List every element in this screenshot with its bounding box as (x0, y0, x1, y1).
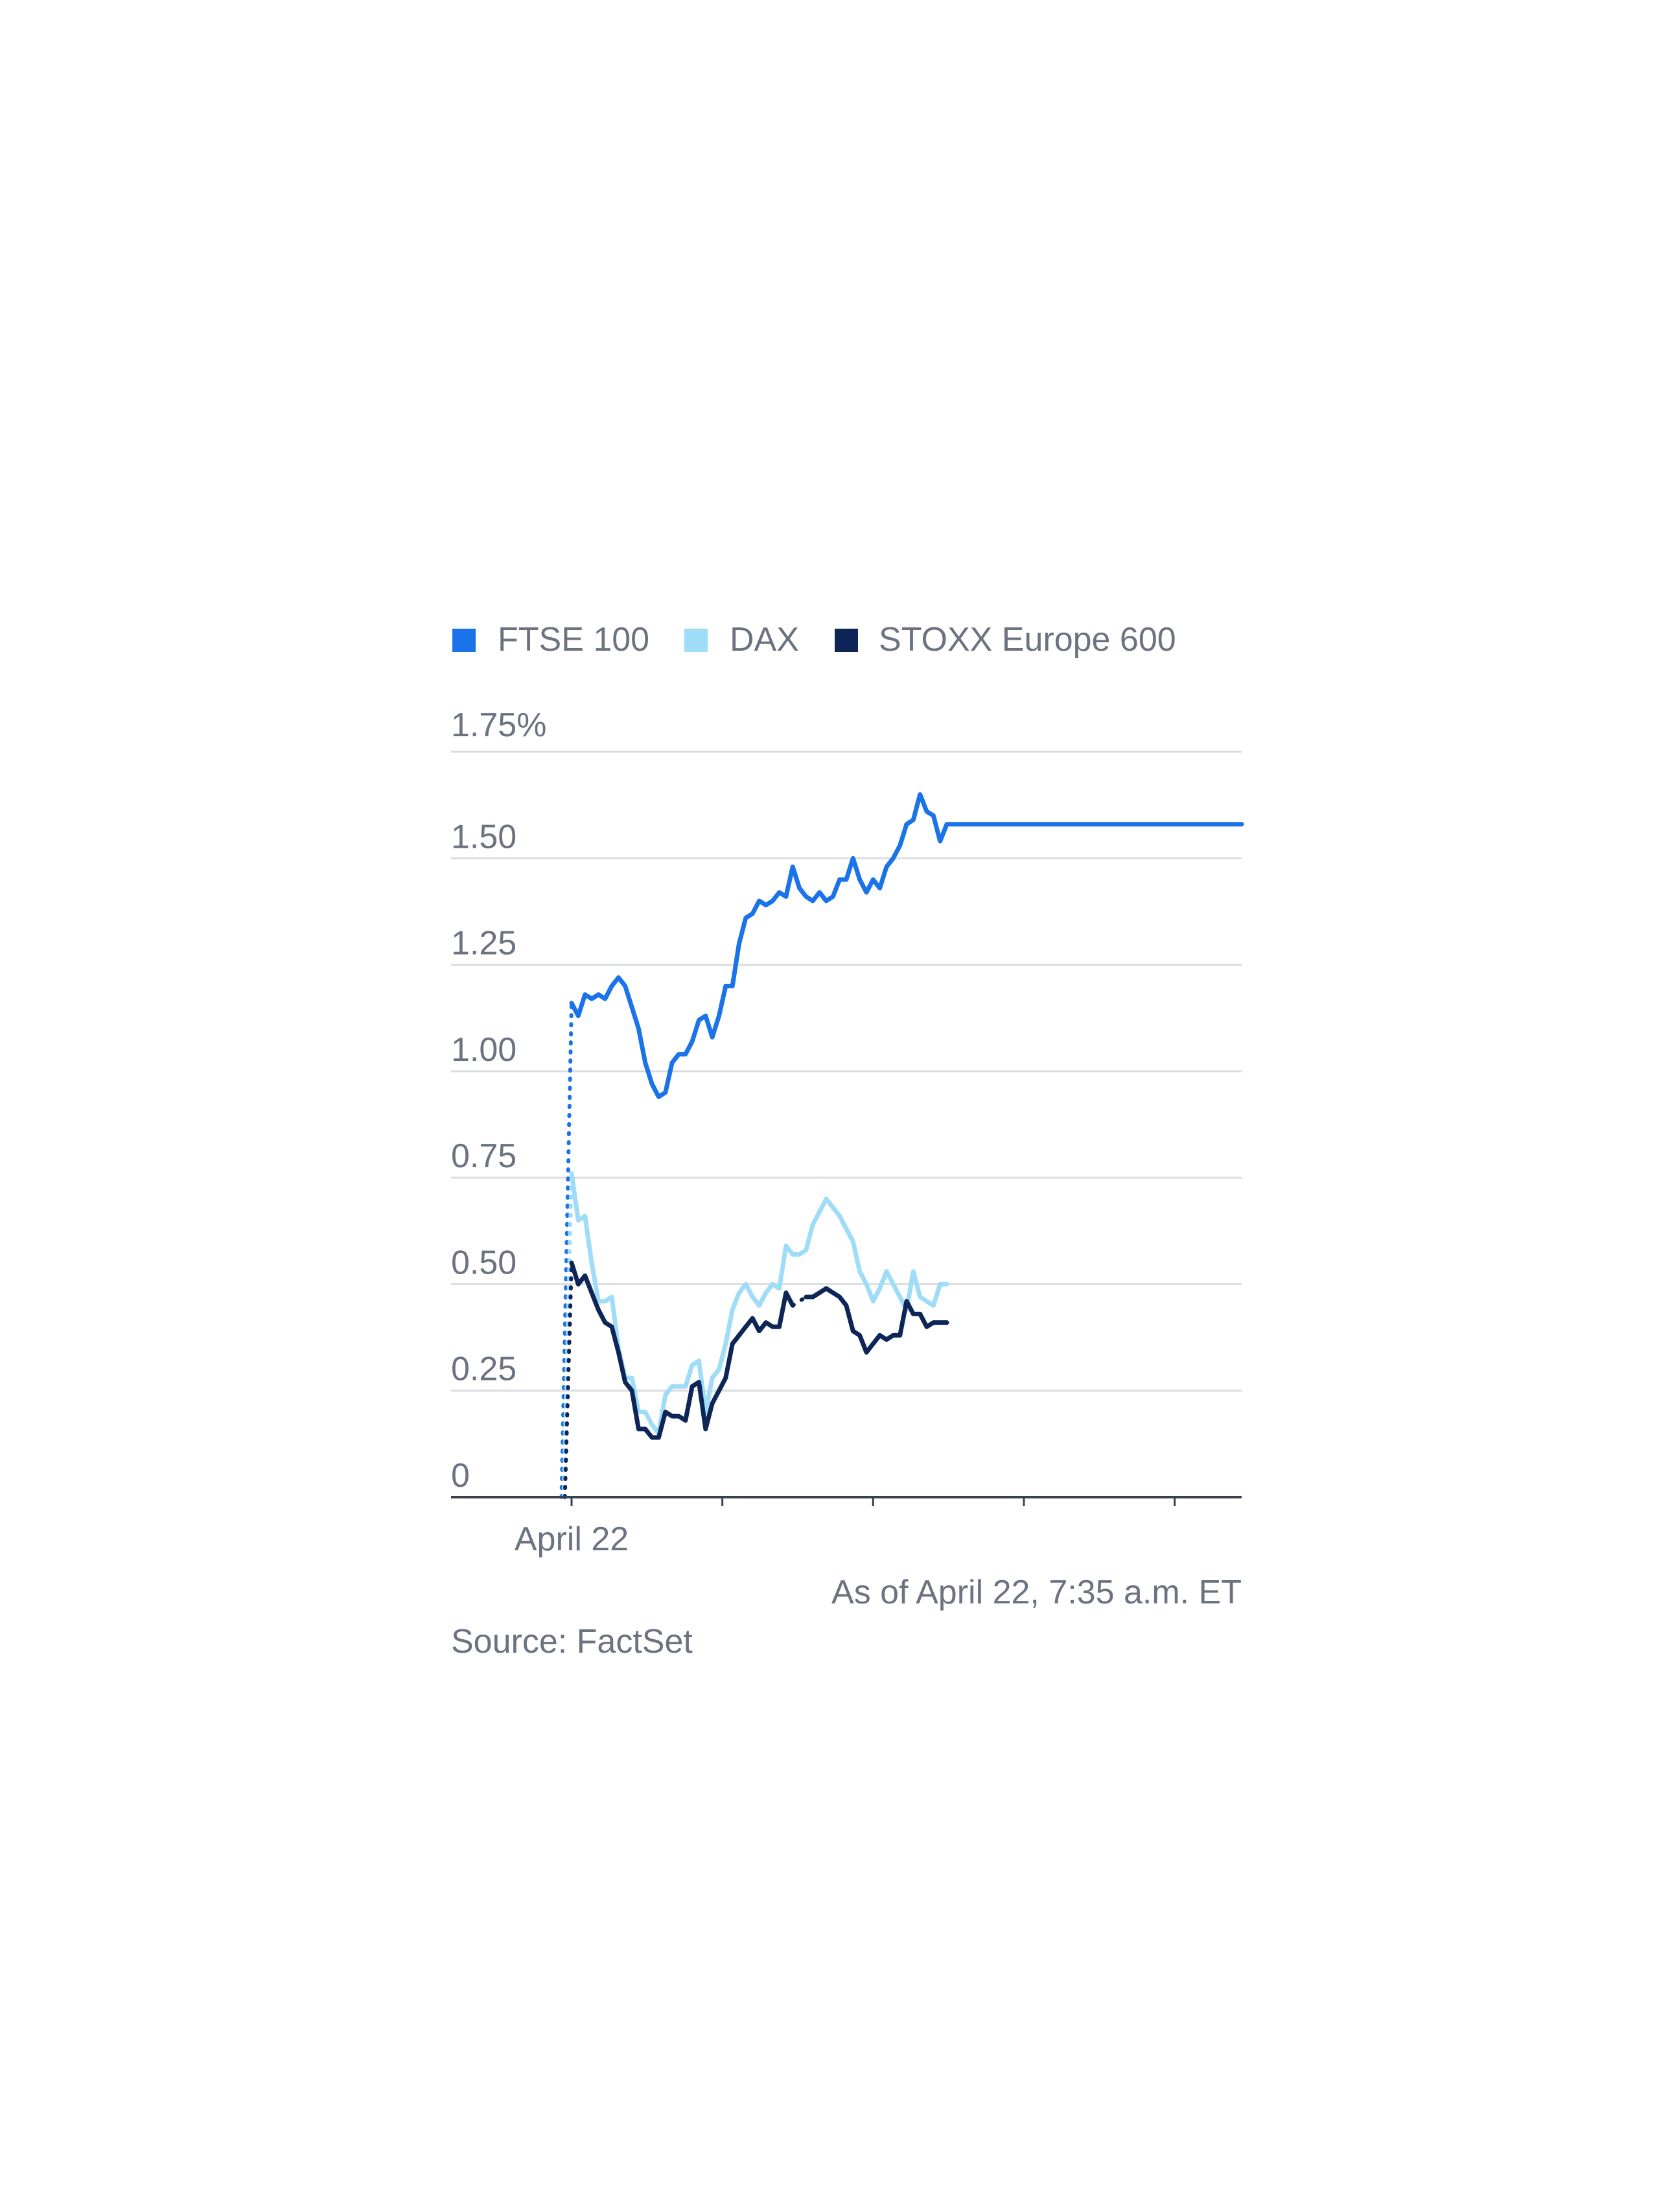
legend-swatch-stoxx-europe-600 (835, 629, 858, 652)
x-tick-label-april-22: April 22 (515, 1520, 629, 1558)
y-tick-label-top: 1.75% (451, 706, 546, 744)
y-tick-label: 1.25 (451, 925, 516, 962)
y-tick-labels: 0 0.25 0.50 0.75 1.00 1.25 1.50 (451, 818, 516, 1495)
y-tick-label: 0 (451, 1457, 470, 1495)
legend-swatch-dax (684, 629, 708, 652)
series-line-stoxx-europe-600 (804, 1286, 949, 1355)
legend: FTSE 100 DAX STOXX Europe 600 (452, 621, 1176, 658)
x-ticks (570, 1497, 1176, 1506)
series-lines (559, 792, 1244, 1499)
series-line-dax (569, 1171, 949, 1436)
legend-label-dax: DAX (730, 621, 799, 658)
series-line-stoxx-europe-600 (569, 1261, 795, 1440)
y-tick-label: 0.50 (451, 1244, 516, 1281)
y-tick-label: 0.75 (451, 1137, 516, 1175)
series-gap-stoxx-europe-600 (791, 1295, 808, 1308)
series-line-ftse-100 (569, 792, 1244, 1099)
gridlines (451, 751, 1242, 1392)
source-note: Source: FactSet (451, 1623, 693, 1660)
legend-label-stoxx-europe-600: STOXX Europe 600 (879, 621, 1176, 658)
y-tick-label: 0.25 (451, 1351, 516, 1388)
y-tick-label: 1.50 (451, 818, 516, 856)
series-connector-stoxx-europe-600 (563, 1261, 574, 1499)
legend-label-ftse-100: FTSE 100 (498, 621, 649, 658)
as-of-note: As of April 22, 7:35 a.m. ET (831, 1574, 1242, 1611)
series-connector-ftse-100 (559, 1001, 574, 1499)
legend-swatch-ftse-100 (452, 629, 476, 652)
y-tick-label: 1.00 (451, 1031, 516, 1069)
